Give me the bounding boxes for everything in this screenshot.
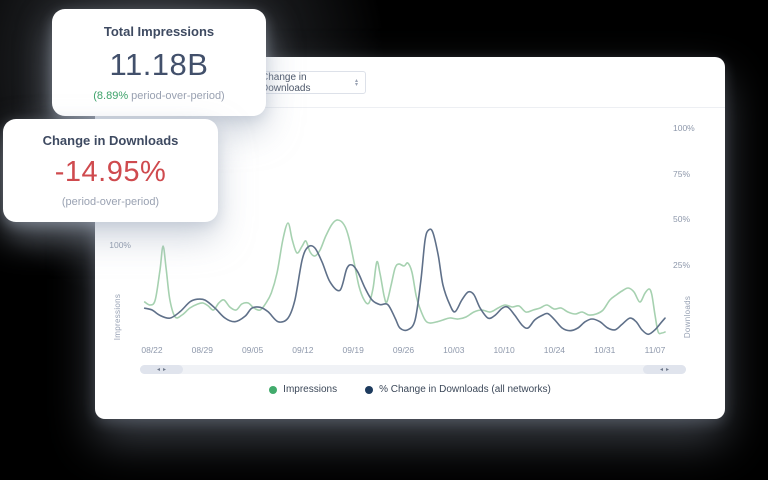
metric-dropdown-value: Change in Downloads (261, 71, 311, 94)
right-axis-tick: 100% (673, 123, 695, 133)
chart-legend: Impressions % Change in Downloads (all ne… (95, 384, 725, 395)
right-axis-tick: 25% (673, 260, 691, 271)
x-tick-label: 09/05 (241, 345, 264, 355)
chart-range-scrollbar[interactable]: ◂ ▸ ◂ ▸ (140, 365, 686, 374)
legend-item[interactable]: Impressions (269, 384, 337, 395)
series-line-impressions (143, 219, 666, 335)
right-axis-tick: 50% (673, 214, 691, 225)
header-divider (95, 107, 725, 108)
metric-dropdown[interactable]: Change in Downloads ▴ ▾ (253, 71, 366, 94)
x-tick-label: 10/31 (594, 345, 616, 355)
x-tick-label: 11/07 (644, 345, 666, 355)
delta-label: period-over-period) (128, 89, 225, 102)
x-tick-label: 09/26 (392, 345, 415, 355)
card-title: Change in Downloads (42, 133, 179, 148)
card-value: -14.95% (54, 156, 167, 188)
panel-header: Change in Downloads ▴ ▾ (95, 57, 725, 108)
x-tick-label: 08/29 (191, 345, 213, 355)
right-axis-tick: 75% (673, 168, 691, 179)
x-tick-label: 09/12 (292, 345, 314, 355)
x-axis-labels: 08/22 08/29 09/05 09/12 09/19 09/26 10/03 10/10… (95, 345, 725, 357)
delta-value: (8.89% (93, 89, 129, 102)
scrollbar-right-handle[interactable]: ◂ ▸ (643, 365, 686, 374)
scroll-right-icon: ▸ (163, 366, 167, 373)
card-title: Total Impressions (103, 23, 215, 39)
card-subtitle: (period-over-period) (61, 196, 160, 208)
scroll-left-icon: ◂ (659, 366, 663, 373)
x-tick-label: 10/24 (543, 345, 566, 355)
x-tick-label: 10/03 (443, 345, 465, 355)
scrollbar-left-handle[interactable]: ◂ ▸ (140, 365, 183, 374)
legend-dot-icon (365, 385, 374, 394)
card-value: 11.18B (109, 46, 209, 82)
x-tick-label: 10/10 (493, 345, 515, 355)
analytics-panel: Change in Downloads ▴ ▾ 100% Impressions… (95, 57, 725, 419)
legend-label: Impressions (283, 384, 338, 395)
dropdown-selector-icon: ▴ ▾ (354, 77, 358, 88)
scroll-right-icon: ▸ (666, 366, 670, 373)
right-axis-ticks: 100% 75% 50% 25% (673, 57, 707, 419)
legend-label: % Change in Downloads (all networks) (379, 384, 551, 395)
x-tick-label: 09/19 (342, 345, 364, 355)
scroll-left-icon: ◂ (156, 366, 160, 373)
left-axis-tick: 100% (109, 240, 131, 250)
series-line-downloads (143, 228, 666, 336)
x-tick-label: 08/22 (141, 345, 163, 355)
card-subtitle: (8.89% period-over-period) (52, 90, 266, 102)
legend-item[interactable]: % Change in Downloads (all networks) (365, 384, 551, 395)
total-impressions-card: Total Impressions 11.18B (8.89% period-o… (52, 9, 266, 116)
change-in-downloads-card: Change in Downloads -14.95% (period-over… (3, 119, 218, 222)
chart-plot (143, 219, 666, 336)
legend-dot-icon (269, 385, 278, 394)
